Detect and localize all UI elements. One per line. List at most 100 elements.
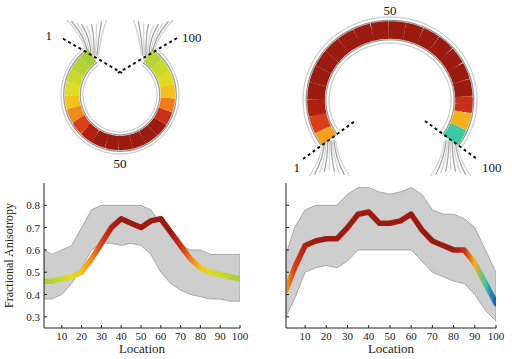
tract-core (72, 96, 74, 108)
x-tick (240, 325, 241, 328)
x-tick (432, 325, 433, 328)
y-tick-label: 0.3 (26, 311, 40, 323)
tract-core (372, 30, 388, 32)
x-tick-label: 30 (96, 330, 108, 342)
x-tick-label: 80 (195, 330, 207, 342)
tract-core (119, 142, 131, 143)
cut-line (63, 39, 122, 74)
location-label: 50 (384, 3, 397, 18)
tract-core (455, 67, 461, 81)
fiber-fan (324, 140, 328, 172)
tract-core (163, 74, 167, 86)
x-tick (368, 325, 369, 328)
location-label: 100 (182, 30, 202, 45)
location-label: 100 (482, 160, 502, 175)
fiber-fan (134, 20, 142, 56)
tract-core (78, 62, 85, 72)
tract-rendering (303, 17, 477, 176)
fiber (313, 27, 467, 142)
tract-core (446, 54, 455, 67)
x-tick (453, 325, 454, 328)
tract-core (451, 127, 459, 141)
x-tick (61, 325, 62, 328)
tract-core (318, 115, 323, 130)
tract-core (96, 136, 107, 141)
x-tick (220, 325, 221, 328)
mean-profile (286, 212, 496, 304)
fiber-fan (335, 140, 349, 176)
fiber-fan (99, 20, 107, 56)
y-axis (286, 183, 287, 328)
fiber (316, 30, 464, 140)
x-tick-label: 20 (76, 330, 88, 342)
tract-core (323, 130, 330, 141)
x-tick-label: 70 (427, 330, 439, 342)
tract-core (148, 56, 157, 64)
x-tick (389, 325, 390, 328)
x-tick (160, 325, 161, 328)
x-tick-label: 10 (300, 330, 312, 342)
y-tick (286, 249, 289, 250)
x-tick (411, 325, 412, 328)
fiber-fan (154, 20, 174, 56)
x-tick-label: 90 (469, 330, 481, 342)
x-axis (286, 328, 496, 329)
x-tick (180, 325, 181, 328)
fiber-fan (450, 140, 451, 170)
x-axis-title: Location (119, 341, 166, 356)
fiber-fan (96, 23, 97, 56)
tract-core (420, 36, 434, 44)
tract-core (357, 32, 372, 37)
figure: 1501001501001020304050607080901000.30.40… (0, 0, 512, 359)
tract-rendering (61, 20, 179, 154)
tract-core (86, 129, 96, 137)
y-tick (44, 227, 47, 228)
x-tick-label: 80 (448, 330, 460, 342)
location-label: 1 (294, 160, 301, 175)
y-tick-label: 0.4 (26, 289, 40, 301)
cut-line (303, 121, 355, 159)
mean-profile (44, 219, 240, 282)
fiber (326, 40, 454, 135)
tract-core (388, 30, 404, 31)
x-tick (347, 325, 348, 328)
y-axis-title: Fractional Anisotropy (2, 203, 16, 308)
tract-core (458, 112, 463, 127)
y-tick-label: 0.7 (26, 222, 40, 234)
tract-core (323, 57, 332, 70)
tract-core (142, 130, 152, 137)
x-tick-label: 100 (232, 330, 249, 342)
fiber (323, 37, 458, 137)
tract-core (72, 83, 73, 95)
x-tick-label: 30 (342, 330, 354, 342)
tract-core (157, 64, 164, 74)
y-tick (286, 294, 289, 295)
tract-core (332, 46, 343, 57)
tract-core (85, 56, 92, 62)
fiber-fan (436, 140, 447, 175)
fiber (83, 65, 157, 132)
y-tick (44, 316, 47, 317)
tract-core (343, 37, 357, 45)
location-label: 1 (46, 28, 53, 43)
y-tick (286, 205, 289, 206)
subject-range (44, 205, 240, 301)
plot-area (44, 205, 240, 301)
tract-core (434, 44, 446, 55)
x-tick-label: 10 (56, 330, 68, 342)
tract-core (74, 108, 79, 119)
x-tick (474, 325, 475, 328)
x-tick (326, 325, 327, 328)
tract-core (107, 141, 119, 143)
tract-core (160, 110, 165, 121)
x-tick (121, 325, 122, 328)
fiber (319, 33, 460, 138)
x-tick-label: 20 (321, 330, 333, 342)
y-tick-label: 0.5 (26, 266, 40, 278)
tract-core (152, 121, 160, 130)
fiber (61, 47, 179, 154)
tract-core (78, 119, 85, 129)
fiber-fan (446, 140, 450, 172)
fiber (69, 53, 170, 145)
x-tick (81, 325, 82, 328)
